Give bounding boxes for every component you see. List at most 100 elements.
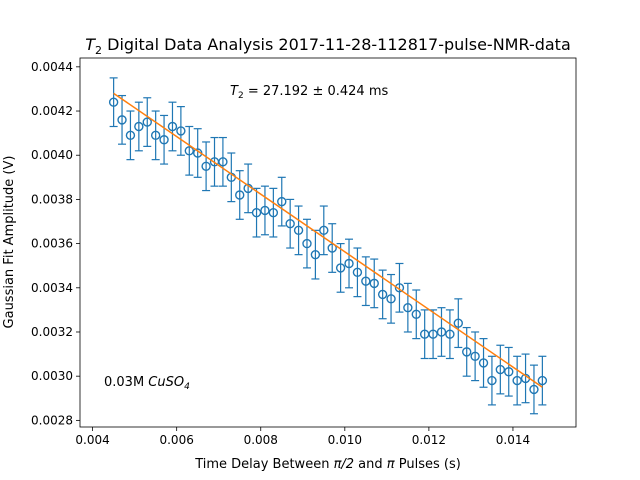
axis-ticks: 0.004 0.006 0.008 0.010 0.012 0.014 0.0028 0.00… xyxy=(31,60,530,447)
data-point xyxy=(201,161,211,171)
data-point xyxy=(176,126,186,136)
data-point xyxy=(478,358,489,368)
error-bar xyxy=(345,238,354,289)
fit-line xyxy=(113,92,543,388)
error-bar xyxy=(437,307,446,357)
data-point xyxy=(310,249,321,260)
y-tick-label: 0.0042 xyxy=(31,104,73,118)
plot-area: 0.004 0.006 0.008 0.010 0.012 0.014 0.0028 0.00… xyxy=(31,57,577,447)
error-bar xyxy=(403,282,412,333)
plot-frame xyxy=(79,57,577,428)
error-bar xyxy=(244,163,253,214)
data-point xyxy=(537,375,548,386)
data-point xyxy=(470,351,480,361)
x-tick-label: 0.010 xyxy=(328,433,362,447)
data-point xyxy=(386,294,396,304)
data-point xyxy=(352,267,363,278)
chart-title: T2 Digital Data Analysis 2017-11-28-1128… xyxy=(85,35,571,57)
y-tick-label: 0.0038 xyxy=(31,192,73,206)
error-bar xyxy=(252,187,261,238)
error-bar xyxy=(353,247,362,298)
plot-background xyxy=(80,58,576,427)
x-tick-label: 0.014 xyxy=(496,433,530,447)
data-point xyxy=(369,278,379,289)
data-point xyxy=(293,225,304,236)
error-bar xyxy=(185,125,194,176)
y-tick-label: 0.0032 xyxy=(31,325,73,339)
data-point xyxy=(394,283,405,293)
data-point xyxy=(462,347,472,357)
error-bar xyxy=(504,346,513,397)
data-point xyxy=(235,190,245,200)
error-bar xyxy=(496,344,505,395)
data-point xyxy=(377,289,388,300)
data-point xyxy=(411,309,421,320)
data-point xyxy=(529,384,539,395)
error-bar xyxy=(454,298,463,349)
data-point xyxy=(504,367,514,377)
y-tick-label: 0.0044 xyxy=(31,60,73,74)
data-point xyxy=(117,115,127,125)
data-point xyxy=(251,207,262,218)
error-bar xyxy=(319,205,328,256)
error-bar xyxy=(294,205,303,256)
error-bar xyxy=(370,258,379,309)
data-point xyxy=(428,329,438,339)
error-bar xyxy=(336,243,345,293)
error-bar xyxy=(286,198,295,249)
data-point xyxy=(487,375,497,386)
data-point xyxy=(335,263,346,273)
y-tick-label: 0.0030 xyxy=(31,369,73,383)
error-bar xyxy=(420,309,429,360)
x-tick-label: 0.006 xyxy=(159,433,193,447)
error-bar xyxy=(487,355,496,406)
error-bar xyxy=(538,355,547,406)
error-bar xyxy=(160,114,169,165)
y-tick-label: 0.0028 xyxy=(31,413,73,427)
data-point xyxy=(142,117,152,127)
error-bar xyxy=(235,170,244,220)
data-point xyxy=(134,121,144,132)
data-point xyxy=(445,329,455,339)
y-tick-label: 0.0040 xyxy=(31,148,73,162)
data-points xyxy=(108,97,548,395)
y-tick-label: 0.0036 xyxy=(31,237,73,251)
data-point xyxy=(453,318,464,328)
x-axis-label: Time Delay Between π/2 and π Pulses (s) xyxy=(194,457,461,472)
data-point xyxy=(260,205,270,216)
error-bar xyxy=(126,110,135,161)
sample-annotation: 0.03M CuSO4 xyxy=(104,375,190,392)
error-bar xyxy=(277,176,286,227)
data-point xyxy=(302,238,312,249)
data-point xyxy=(218,157,228,167)
y-tick-label: 0.0034 xyxy=(31,281,73,295)
t2-annotation: T2 = 27.192 ± 0.424 ms xyxy=(230,84,389,101)
data-point xyxy=(159,135,169,145)
error-bar xyxy=(260,185,269,236)
error-bar xyxy=(361,256,370,307)
error-bar xyxy=(193,128,202,178)
data-point xyxy=(167,121,178,132)
data-point xyxy=(344,258,354,269)
error-bar xyxy=(529,364,538,415)
data-point xyxy=(150,130,161,141)
data-point xyxy=(512,375,522,386)
data-point xyxy=(125,130,136,141)
data-point xyxy=(495,364,506,375)
x-tick-label: 0.012 xyxy=(412,433,446,447)
error-bar xyxy=(143,97,152,147)
data-point xyxy=(319,225,329,236)
error-bar xyxy=(412,289,421,340)
data-point xyxy=(403,302,413,313)
error-bar xyxy=(176,106,185,156)
data-point xyxy=(361,276,371,286)
data-point xyxy=(268,207,279,218)
data-point xyxy=(277,196,287,207)
error-bar xyxy=(513,355,522,406)
error-bar xyxy=(202,141,211,192)
error-bar xyxy=(471,331,480,382)
error-bar xyxy=(227,152,236,203)
x-tick-label: 0.008 xyxy=(244,433,278,447)
error-bar xyxy=(521,353,530,404)
